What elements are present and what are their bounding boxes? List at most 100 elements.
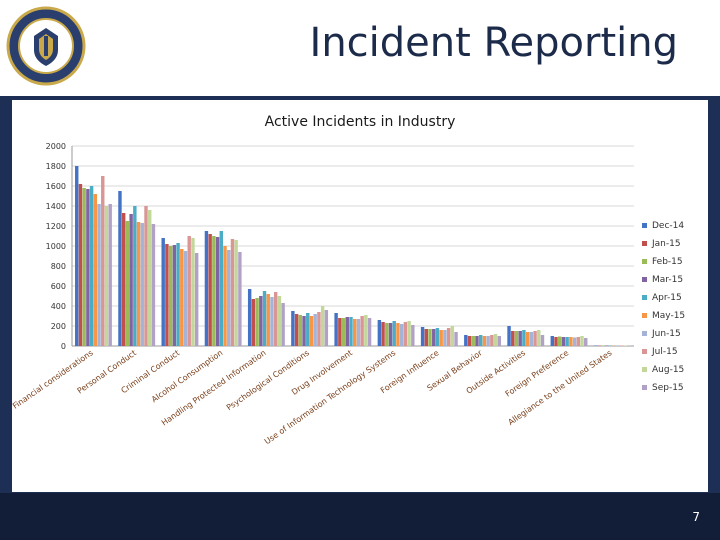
bar <box>467 336 472 346</box>
bar <box>251 299 256 346</box>
bar <box>78 184 83 346</box>
bar <box>554 337 558 346</box>
bar <box>227 250 231 346</box>
bar <box>125 221 130 346</box>
y-tick-label: 1600 <box>46 182 66 191</box>
bar <box>309 316 314 346</box>
slide-header: Incident Reporting <box>0 0 720 96</box>
bar <box>204 231 209 346</box>
bar <box>420 327 425 346</box>
bar <box>619 345 624 346</box>
bar <box>86 189 90 346</box>
bar <box>266 294 270 346</box>
bar <box>550 336 554 346</box>
bar <box>294 314 299 346</box>
bar <box>411 325 415 346</box>
legend-swatch <box>642 277 647 282</box>
bar <box>407 321 411 346</box>
bar <box>291 311 295 346</box>
bar <box>270 297 274 346</box>
bar <box>165 244 169 346</box>
bar <box>302 316 306 346</box>
bar <box>334 313 338 346</box>
bar <box>230 239 235 346</box>
bar <box>212 236 216 346</box>
legend-label: Jul-15 <box>651 347 678 357</box>
bar <box>108 204 112 346</box>
y-tick-label: 2000 <box>46 142 66 151</box>
bar <box>223 246 227 346</box>
y-tick-label: 400 <box>51 302 66 311</box>
bar <box>525 332 530 346</box>
bar <box>75 166 79 346</box>
legend-label: Sep-15 <box>652 383 684 393</box>
legend-label: May-15 <box>652 311 685 321</box>
bar <box>424 329 429 346</box>
bar <box>140 223 144 346</box>
bar <box>367 318 372 346</box>
bar <box>580 336 584 346</box>
bar <box>364 315 368 346</box>
legend-label: Feb-15 <box>652 257 683 267</box>
bar <box>208 234 212 346</box>
legend-swatch <box>642 367 647 372</box>
slide-title: Incident Reporting <box>309 20 678 66</box>
bar <box>439 330 443 346</box>
bar <box>558 336 562 346</box>
bar <box>381 322 385 346</box>
bar <box>273 292 278 346</box>
bar <box>540 335 545 346</box>
bar <box>234 240 238 346</box>
chart-panel: Active Incidents in Industry 0 200 400 600 80… <box>11 100 708 492</box>
bar <box>514 331 519 346</box>
legend-swatch <box>642 295 647 300</box>
bar <box>345 317 349 346</box>
chart-title: Active Incidents in Industry <box>265 114 456 130</box>
y-tick-label: 1200 <box>46 222 66 231</box>
legend-swatch <box>642 349 647 354</box>
bar <box>324 310 329 346</box>
legend-swatch <box>642 331 647 336</box>
bar <box>533 331 537 346</box>
bar <box>511 331 515 346</box>
slide-footer <box>0 493 720 540</box>
bar <box>277 296 282 346</box>
legend-swatch <box>642 241 647 246</box>
agency-seal-icon <box>6 6 86 86</box>
bar <box>432 329 436 346</box>
bar <box>104 206 109 346</box>
bar <box>183 251 188 346</box>
bar <box>493 334 498 346</box>
legend-swatch <box>642 385 647 390</box>
bar <box>176 243 180 346</box>
legend-label: Aug-15 <box>652 365 684 375</box>
bar <box>121 213 126 346</box>
bar <box>490 335 494 346</box>
bar <box>353 319 357 346</box>
bar <box>396 323 400 346</box>
bar <box>144 206 148 346</box>
bar <box>172 245 177 346</box>
y-tick-label: 600 <box>51 282 66 291</box>
bar <box>101 176 105 346</box>
bar <box>349 317 353 346</box>
bar <box>191 238 195 346</box>
bar <box>259 296 263 346</box>
bar <box>388 323 393 346</box>
bar <box>522 330 526 346</box>
bar <box>482 336 487 346</box>
bar <box>82 188 86 346</box>
bar <box>133 206 137 346</box>
bar <box>147 210 152 346</box>
y-tick-label: 1000 <box>46 242 66 251</box>
incident-chart: Active Incidents in Industry 0 200 400 600 80… <box>11 114 685 446</box>
bar <box>584 338 588 346</box>
bar <box>604 345 609 346</box>
y-tick-label: 1400 <box>46 202 66 211</box>
bar <box>623 345 627 346</box>
bar <box>262 291 267 346</box>
bar <box>435 328 440 346</box>
bar <box>403 322 408 346</box>
page-number: 7 <box>692 510 700 524</box>
legend-label: Dec-14 <box>652 221 684 231</box>
